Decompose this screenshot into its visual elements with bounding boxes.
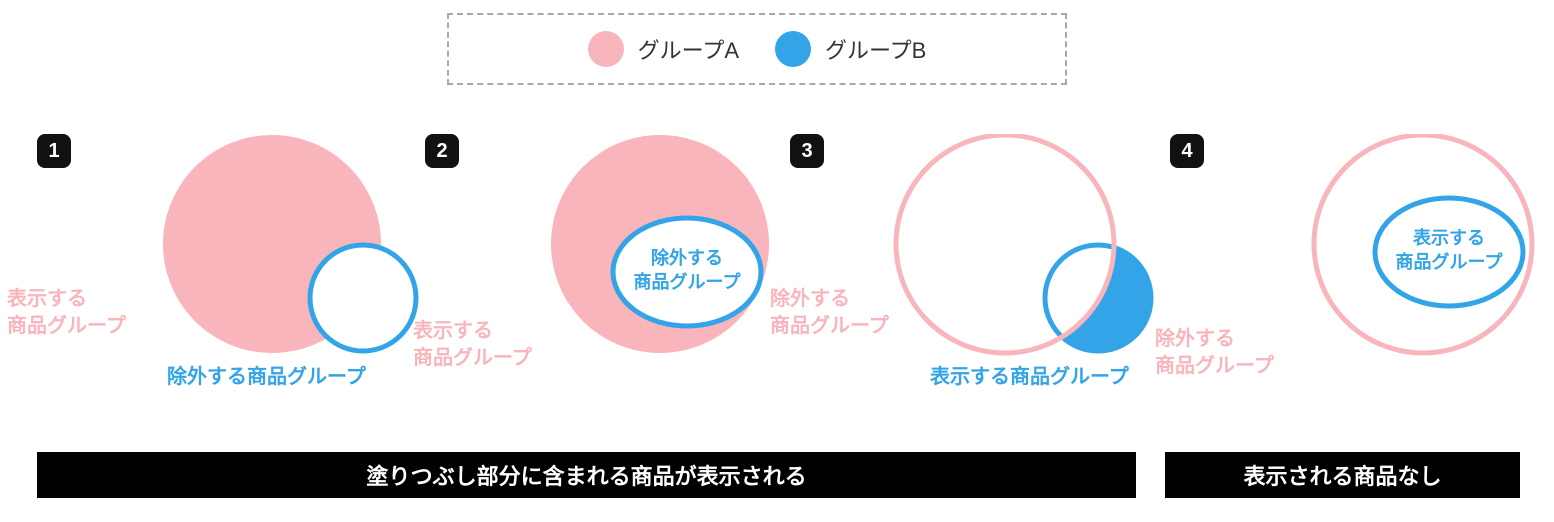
venn-diagram (77, 134, 447, 394)
panel-number: 3 (801, 140, 812, 163)
label-line: 表示する (1379, 226, 1519, 250)
venn-diagram (830, 134, 1200, 394)
label-line: 商品グループ (413, 345, 532, 372)
group-b-inner-label: 除外する商品グループ (617, 246, 757, 295)
panel-1: 1表示する商品グループ除外する商品グループ (37, 134, 407, 424)
group-b-inner-label: 表示する商品グループ (1379, 226, 1519, 275)
group-b-label: 表示する商品グループ (930, 364, 1129, 391)
panel-number-badge: 3 (790, 134, 824, 168)
legend-label: グループB (825, 33, 926, 65)
group-a-label: 表示する商品グループ (7, 286, 126, 340)
panel-number-badge: 1 (37, 134, 71, 168)
legend-item-group-a: グループA (588, 31, 739, 67)
panel-3: 3除外する商品グループ表示する商品グループ (790, 134, 1160, 424)
group-a-label: 除外する商品グループ (770, 286, 889, 340)
legend-swatch-icon (588, 31, 624, 67)
label-line: 除外する (770, 286, 889, 313)
group-a-label: 除外する商品グループ (1155, 326, 1274, 380)
label-line: 表示する (413, 318, 532, 345)
panel-number-badge: 2 (425, 134, 459, 168)
label-line: 商品グループ (1155, 353, 1274, 380)
footer-note-filled: 塗りつぶし部分に含まれる商品が表示される (37, 452, 1136, 498)
panel-number: 2 (436, 140, 447, 163)
label-line: 商品グループ (1379, 250, 1519, 274)
label-line: 商品グループ (617, 270, 757, 294)
label-line: 表示する (7, 286, 126, 313)
legend-item-group-b: グループB (775, 31, 926, 67)
label-line: 除外する (617, 246, 757, 270)
panel-number: 4 (1181, 140, 1192, 163)
panel-number-badge: 4 (1170, 134, 1204, 168)
panel-number: 1 (48, 140, 59, 163)
label-line: 商品グループ (770, 313, 889, 340)
footer-text: 塗りつぶし部分に含まれる商品が表示される (366, 459, 806, 491)
footer-text: 表示される商品なし (1243, 459, 1441, 491)
group-a-label: 表示する商品グループ (413, 318, 532, 372)
panel-2: 2表示する商品グループ除外する商品グループ (425, 134, 775, 424)
group-b-label: 除外する商品グループ (167, 364, 366, 391)
footer-note-none: 表示される商品なし (1165, 452, 1520, 498)
legend-label: グループA (638, 33, 739, 65)
legend-swatch-icon (775, 31, 811, 67)
label-line: 除外する (1155, 326, 1274, 353)
panel-4: 4除外する商品グループ表示する商品グループ (1170, 134, 1540, 424)
label-line: 商品グループ (7, 313, 126, 340)
legend: グループA グループB (447, 13, 1067, 85)
